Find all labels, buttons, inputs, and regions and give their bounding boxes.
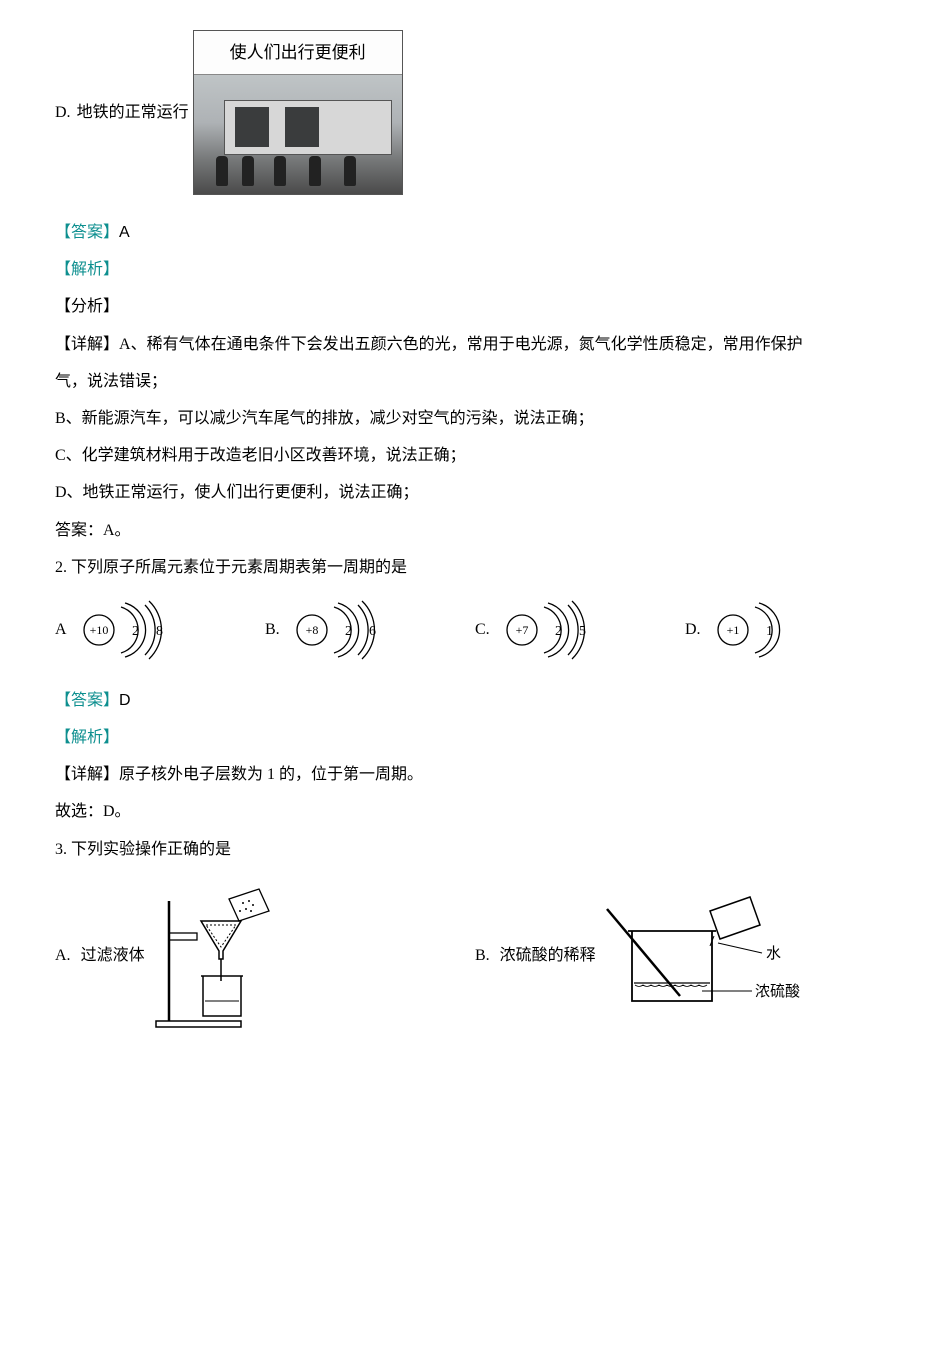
atom-d-shell1: 1 <box>766 624 773 639</box>
q3-b-text: 浓硫酸的稀释 <box>500 938 596 973</box>
atom-option-d: D. +1 1 <box>685 595 895 665</box>
filtration-diagram <box>151 881 291 1031</box>
atom-option-c: C. +7 2 5 <box>475 595 685 665</box>
q2-text: 2. 下列原子所属元素位于元素周期表第一周期的是 <box>55 550 895 585</box>
atom-b-letter: B. <box>265 612 280 647</box>
q2-detail-line: 【详解】原子核外电子层数为 1 的，位于第一周期。 <box>55 757 895 792</box>
detail-line-1b: 气，说法错误； <box>55 364 895 399</box>
answer2-line: 【答案】D <box>55 683 895 718</box>
detail-line-5: 答案：A。 <box>55 513 895 548</box>
atom-options-row: A +10 2 8 B. +8 2 6 C. +7 <box>55 595 895 665</box>
detail-line-4: D、地铁正常运行，使人们出行更便利，说法正确； <box>55 475 895 510</box>
atom-c-letter: C. <box>475 612 490 647</box>
q3-option-b: B. 浓硫酸的稀释 水 浓硫酸 <box>475 891 895 1021</box>
detail-line-3: C、化学建筑材料用于改造老旧小区改善环境，说法正确； <box>55 438 895 473</box>
answer-tag: 【答案】 <box>55 224 119 241</box>
atom-a-letter: A <box>55 612 67 647</box>
option-d-row: D. 地铁的正常运行 使人们出行更便利 <box>55 30 895 195</box>
atom-a-shell2: 8 <box>156 624 163 639</box>
q2-conclusion: 故选：D。 <box>55 794 895 829</box>
q3-text: 3. 下列实验操作正确的是 <box>55 832 895 867</box>
q3-b-letter: B. <box>475 938 490 973</box>
q3-a-text: 过滤液体 <box>81 938 145 973</box>
atom-b-shell1: 2 <box>345 624 352 639</box>
q3-option-a: A. 过滤液体 <box>55 881 475 1031</box>
answer2-tag: 【答案】 <box>55 692 119 709</box>
answer1-value: A <box>119 224 130 241</box>
detail-tag-1: 【详解】 <box>55 336 119 353</box>
atom-d-letter: D. <box>685 612 701 647</box>
q3-options-row: A. 过滤液体 B. 浓硫酸的稀释 <box>55 881 895 1031</box>
atom-b-diagram: +8 2 6 <box>290 595 400 665</box>
atom-d-diagram: +1 1 <box>711 595 801 665</box>
dilution-diagram: 水 浓硫酸 <box>602 891 812 1021</box>
atom-option-b: B. +8 2 6 <box>265 595 475 665</box>
q2-detail-text: 原子核外电子层数为 1 的，位于第一周期。 <box>119 766 423 783</box>
atom-a-nucleus: +10 <box>89 623 108 637</box>
fenxi-tag: 【分析】 <box>55 289 895 324</box>
q3-a-letter: A. <box>55 938 71 973</box>
detail-tag-2: 【详解】 <box>55 766 119 783</box>
detail-line-2: B、新能源汽车，可以减少汽车尾气的排放，减少对空气的污染，说法正确； <box>55 401 895 436</box>
analysis-tag-1: 【解析】 <box>55 252 895 287</box>
atom-d-nucleus: +1 <box>726 623 739 637</box>
atom-c-shell2: 5 <box>579 624 586 639</box>
q3-b-label-top: 水 <box>766 945 781 962</box>
detail-line-1a: 【详解】A、稀有气体在通电条件下会发出五颜六色的光，常用于电光源，氮气化学性质稳… <box>55 327 895 362</box>
atom-c-diagram: +7 2 5 <box>500 595 610 665</box>
subway-caption: 使人们出行更便利 <box>194 31 402 75</box>
q3-b-label-bottom: 浓硫酸 <box>755 983 800 1000</box>
atom-b-shell2: 6 <box>369 624 376 639</box>
atom-a-shell1: 2 <box>132 624 139 639</box>
atom-a-diagram: +10 2 8 <box>77 595 187 665</box>
subway-image: 使人们出行更便利 <box>193 30 403 195</box>
option-d-text: 地铁的正常运行 <box>77 95 189 130</box>
subway-scene-graphic <box>194 75 402 194</box>
answer2-value: D <box>119 692 131 709</box>
analysis-tag-2: 【解析】 <box>55 720 895 755</box>
answer1-line: 【答案】A <box>55 215 895 250</box>
option-d-letter: D. <box>55 95 71 130</box>
atom-c-nucleus: +7 <box>515 623 528 637</box>
atom-c-shell1: 2 <box>555 624 562 639</box>
atom-b-nucleus: +8 <box>305 623 318 637</box>
atom-option-a: A +10 2 8 <box>55 595 265 665</box>
detail-text-1a: A、稀有气体在通电条件下会发出五颜六色的光，常用于电光源，氮气化学性质稳定，常用… <box>119 336 803 353</box>
